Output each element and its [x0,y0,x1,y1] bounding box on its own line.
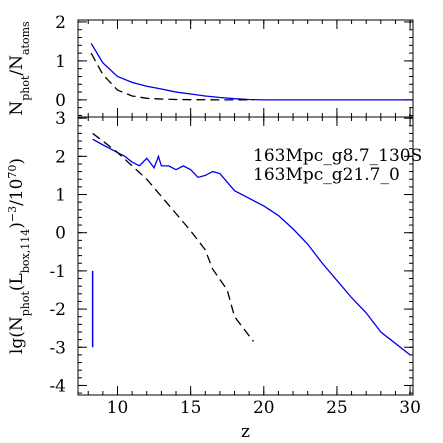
y-axis-label-part: /10 [7,179,27,206]
y-axis-label-part: lg(N [7,316,27,354]
y-axis-label-part: −3 [6,206,19,222]
y-axis-label-part: box,114 [19,229,32,273]
y-axis-label-part: ) [7,222,27,229]
y-axis-label-part: N [7,101,27,116]
legend-label: 163Mpc_g21.7_0 [253,165,400,185]
y-axis-label-part: 70 [6,165,19,179]
y-tick-label: 2 [55,13,66,33]
data-line [92,138,411,356]
data-line [90,52,254,101]
plot-frame [77,19,414,118]
y-tick-label: 1 [55,52,66,72]
y-tick-label: 2 [55,147,66,167]
y-tick-label: -2 [49,300,66,320]
y-axis-label-part: phot [19,291,32,317]
y-tick-label: 0 [55,91,66,111]
y-tick-label: 3 [55,109,66,129]
x-tick-label: 25 [326,398,348,418]
y-axis-label-part: (L [7,273,27,291]
y-axis-label-part: ) [7,158,27,165]
x-tick-label: 30 [399,398,421,418]
y-tick-label: -1 [49,262,66,282]
y-tick-label: 1 [55,186,66,206]
x-tick-label: 15 [180,398,202,418]
y-tick-label: -3 [49,338,66,358]
y-tick-label: 0 [55,224,66,244]
data-line [90,43,411,101]
y-axis-label: Nphot/Natoms [7,21,32,116]
y-axis-label-part: atoms [19,21,32,55]
y-axis-label: lg(Nphot(Lbox,114)−3/1070) [6,158,32,354]
data-line [92,132,255,342]
y-axis-label-part: /N [7,55,27,76]
legend-label: 163Mpc_g8.7_130S [253,146,422,166]
x-tick-label: 10 [107,398,129,418]
x-tick-label: 20 [253,398,275,418]
x-axis-label: z [241,422,250,442]
y-axis-label-part: phot [19,75,32,101]
y-tick-label: -4 [49,376,66,396]
